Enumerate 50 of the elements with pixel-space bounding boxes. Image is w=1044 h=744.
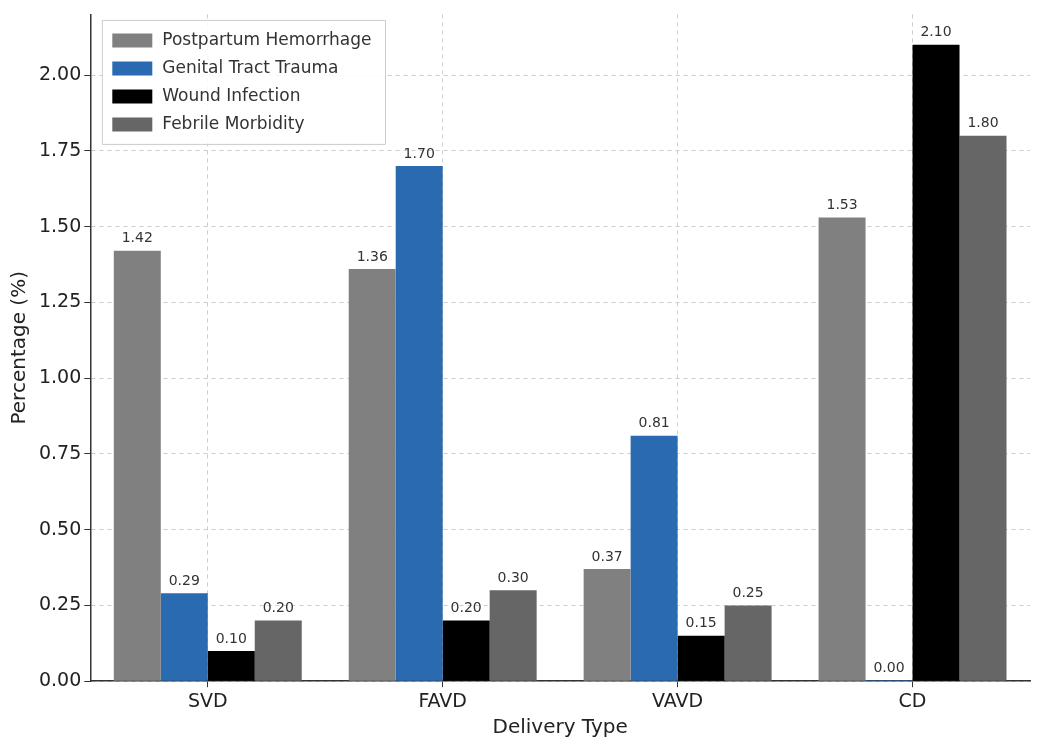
bar [818, 217, 866, 681]
y-tick-label: 1.25 [38, 289, 82, 312]
data-label: 0.20 [262, 599, 294, 616]
bar [113, 250, 161, 681]
y-tick-label: 1.00 [38, 365, 82, 388]
y-axis-title: Percentage (%) [6, 271, 31, 425]
y-tick-label: 1.50 [38, 213, 82, 236]
legend-label: Postpartum Hemorrhage [162, 28, 372, 49]
bar [583, 569, 631, 681]
y-tick-label: 0.50 [38, 516, 82, 539]
legend-label: Febrile Morbidity [162, 112, 305, 133]
y-tick-label: 0.75 [38, 440, 82, 463]
data-label: 0.81 [638, 414, 670, 431]
data-label: 1.80 [967, 114, 999, 131]
data-label: 0.29 [168, 571, 200, 588]
data-label: 0.15 [685, 614, 717, 631]
data-label: 0.25 [732, 584, 764, 601]
x-axis-title: Delivery Type [492, 714, 628, 739]
bar [724, 605, 772, 681]
data-label: 0.20 [450, 599, 482, 616]
data-label: 0.30 [497, 568, 529, 585]
x-tick-label: SVD [187, 688, 228, 711]
bar [207, 650, 255, 681]
bar [959, 135, 1007, 681]
x-tick-label: CD [898, 688, 927, 711]
bar [442, 620, 490, 681]
x-tick-label: VAVD [652, 688, 704, 711]
bar [254, 620, 302, 681]
y-tick-label: 1.75 [38, 137, 82, 160]
bar [395, 165, 443, 681]
data-label: 2.10 [920, 23, 952, 40]
data-label: 1.42 [121, 229, 153, 246]
x-tick-label: FAVD [418, 688, 467, 711]
data-label: 0.10 [215, 629, 247, 646]
bar [348, 269, 396, 681]
data-label: 1.53 [826, 196, 858, 213]
y-tick-label: 0.00 [38, 668, 82, 691]
legend-label: Wound Infection [162, 84, 301, 105]
bar [912, 44, 960, 681]
bar [160, 593, 208, 681]
y-tick-label: 2.00 [38, 61, 82, 84]
data-label: 1.70 [403, 144, 435, 161]
data-label: 0.37 [591, 547, 623, 564]
legend-label: Genital Tract Trauma [162, 56, 339, 77]
data-label: 1.36 [356, 247, 388, 264]
bar [630, 435, 678, 681]
bar [677, 635, 725, 681]
data-label: 0.00 [873, 658, 905, 675]
bar [489, 590, 537, 681]
y-tick-label: 0.25 [38, 592, 82, 615]
